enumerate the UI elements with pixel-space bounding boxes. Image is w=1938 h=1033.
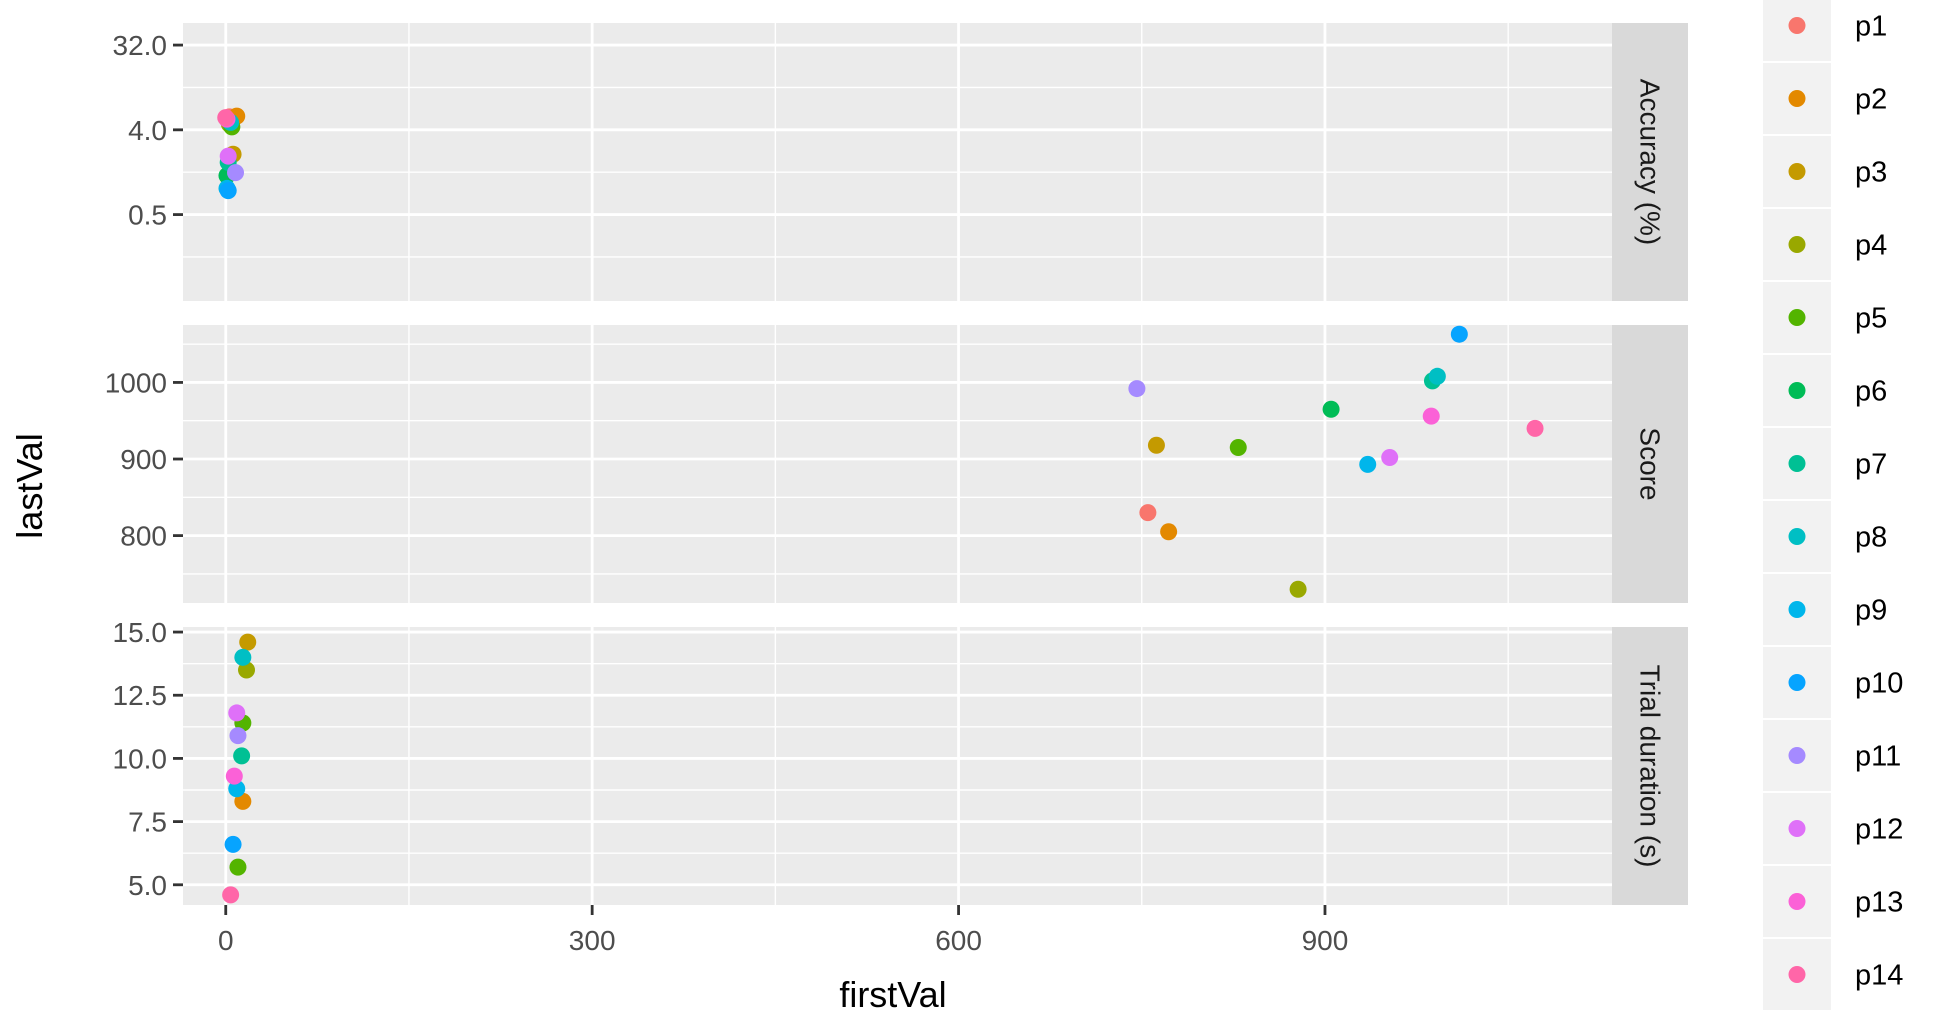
y-tick-label: 15.0 <box>113 617 168 648</box>
legend-key-p5 <box>1788 309 1806 326</box>
data-point-p10 <box>219 182 237 200</box>
data-point-p4 <box>1289 580 1307 598</box>
data-point-p9 <box>1359 455 1377 473</box>
y-tick-label: 4.0 <box>128 115 167 146</box>
data-point-p10 <box>224 835 242 853</box>
y-tick-label: 5.0 <box>128 870 167 901</box>
legend-key-p2 <box>1788 90 1806 107</box>
facet-strip-label: Accuracy (%) <box>1635 79 1666 245</box>
facet-strip <box>1612 23 1688 301</box>
data-point-p2 <box>1160 523 1178 541</box>
panel-1: 32.0 4.0 0.5 Accuracy (%) <box>113 23 1688 301</box>
facet-strip-label: Trial duration (s) <box>1635 665 1666 868</box>
y-axis-title: lastVal <box>9 433 50 538</box>
panel-2: 1000 900 800 Score <box>105 325 1688 603</box>
facet-strip <box>1612 325 1688 603</box>
legend-key-p4 <box>1788 236 1806 253</box>
legend-key-p14 <box>1788 966 1806 983</box>
data-point-p3 <box>1147 436 1165 454</box>
legend: p1 p2 p3 p4 p5 p6 p7 p8 p9 p10 p11 p12 p13 p14 <box>1763 0 1903 1010</box>
data-point-p14 <box>222 886 240 904</box>
data-point-p6 <box>1322 400 1340 418</box>
data-point-p12 <box>1381 448 1399 466</box>
data-point-p2 <box>234 792 252 810</box>
data-point-p8 <box>1428 367 1446 385</box>
legend-label-p2: p2 <box>1855 84 1887 116</box>
legend-label-p6: p6 <box>1855 376 1887 408</box>
panels: 32.0 4.0 0.5 Accuracy (%) 1000 900 800 Score 15.… <box>105 23 1688 905</box>
x-tick-label: 900 <box>1302 925 1349 956</box>
data-point-p5 <box>229 858 247 876</box>
legend-key-p3 <box>1788 163 1806 180</box>
panel-3: 15.0 12.5 10.0 7.5 5.0 Trial duration (s) <box>113 617 1688 905</box>
data-point-p11 <box>229 727 247 745</box>
y-tick-label: 32.0 <box>113 30 168 61</box>
data-point-p10 <box>1450 325 1468 343</box>
data-point-p13 <box>225 767 243 785</box>
legend-label-p5: p5 <box>1855 303 1887 335</box>
legend-key-p7 <box>1788 455 1806 472</box>
data-point-p13 <box>1422 407 1440 425</box>
facet-strip <box>1612 627 1688 905</box>
data-point-p3 <box>239 633 257 651</box>
legend-label-p9: p9 <box>1855 595 1887 627</box>
x-axis-title: firstVal <box>839 974 946 1015</box>
data-point-p5 <box>1229 439 1247 457</box>
y-tick-label: 800 <box>120 521 167 552</box>
legend-key-p10 <box>1788 674 1806 691</box>
y-tick-label: 12.5 <box>113 680 168 711</box>
data-point-p11 <box>1128 380 1146 398</box>
y-tick-label: 10.0 <box>113 743 168 774</box>
legend-label-p3: p3 <box>1855 157 1887 189</box>
legend-key-p6 <box>1788 382 1806 399</box>
y-tick-label: 0.5 <box>128 200 167 231</box>
facet-strip-label: Score <box>1635 427 1666 500</box>
legend-label-p7: p7 <box>1855 449 1887 481</box>
legend-label-p14: p14 <box>1855 960 1903 992</box>
x-axis: 0 300 600 900 <box>218 905 1348 956</box>
data-point-p14 <box>217 109 235 127</box>
data-point-p12 <box>228 704 246 722</box>
y-tick-label: 900 <box>120 444 167 475</box>
x-tick-label: 0 <box>218 925 234 956</box>
legend-label-p11: p11 <box>1855 741 1901 773</box>
legend-label-p1: p1 <box>1855 11 1887 43</box>
data-point-p9 <box>228 780 246 798</box>
panel-background <box>183 325 1612 603</box>
legend-label-p13: p13 <box>1855 887 1903 919</box>
legend-label-p4: p4 <box>1855 230 1887 262</box>
legend-key-p11 <box>1788 747 1806 764</box>
x-tick-label: 600 <box>935 925 982 956</box>
legend-label-p10: p10 <box>1855 668 1903 700</box>
x-tick-label: 300 <box>569 925 616 956</box>
legend-key-p9 <box>1788 601 1806 618</box>
data-point-p12 <box>219 147 237 165</box>
legend-key-p12 <box>1788 820 1806 837</box>
data-point-p14 <box>1526 419 1544 437</box>
legend-key-p13 <box>1788 893 1806 910</box>
y-tick-label: 7.5 <box>128 807 167 838</box>
legend-key-p1 <box>1788 17 1806 34</box>
data-point-p11 <box>227 164 245 182</box>
panel-background <box>183 627 1612 905</box>
data-point-p1 <box>1139 504 1157 522</box>
data-point-p8 <box>234 648 252 666</box>
legend-key-p8 <box>1788 528 1806 545</box>
legend-label-p8: p8 <box>1855 522 1887 554</box>
data-point-p7 <box>233 747 251 765</box>
y-tick-label: 1000 <box>105 367 167 398</box>
legend-label-p12: p12 <box>1855 814 1903 846</box>
panel-background <box>183 23 1612 301</box>
